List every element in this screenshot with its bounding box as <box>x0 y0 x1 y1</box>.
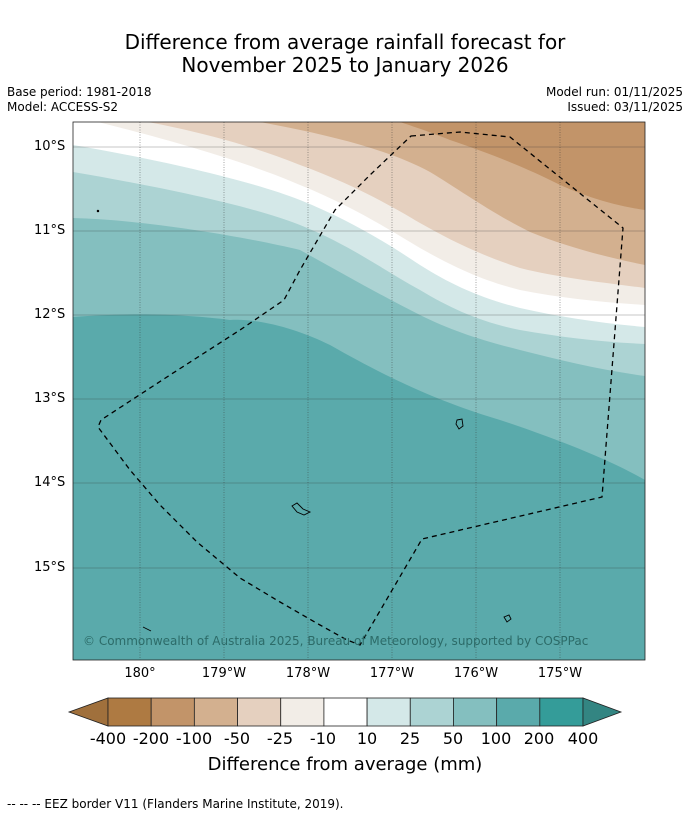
colorbar-tick: -100 <box>175 729 213 748</box>
colorbar-tick: 10 <box>356 729 378 748</box>
copyright-text: © Commonwealth of Australia 2025, Bureau… <box>83 634 589 648</box>
colorbar-box <box>453 697 498 727</box>
colorbar-tick: -200 <box>132 729 170 748</box>
lat-label-11s: 11°S <box>34 223 66 238</box>
rainfall-map <box>73 122 645 660</box>
colorbar-box <box>366 697 411 727</box>
colorbar-title: Difference from average (mm) <box>207 754 483 775</box>
islet-north <box>96 209 100 213</box>
colorbar-box <box>539 697 584 727</box>
base-period-text: Base period: 1981-2018 <box>7 85 152 99</box>
eez-border <box>97 131 624 646</box>
lat-label-15s: 15°S <box>34 560 66 575</box>
lon-label-177w: 177°W <box>369 666 415 681</box>
colorbar-tick: 25 <box>399 729 421 748</box>
eez-legend-note: -- -- -- EEZ border V11 (Flanders Marine… <box>7 797 344 811</box>
title-line-1: Difference from average rainfall forecas… <box>124 30 566 54</box>
colorbar-box <box>193 697 238 727</box>
islands <box>96 209 512 632</box>
colorbar-tick: -25 <box>266 729 294 748</box>
lon-label-179w: 179°W <box>201 666 247 681</box>
meta-right: Model run: 01/11/2025 Issued: 03/11/2025 <box>546 85 683 115</box>
colorbar-tick: 200 <box>523 729 555 748</box>
graticule <box>73 122 645 660</box>
map-frame <box>72 121 646 661</box>
colorbar-tick: -50 <box>223 729 251 748</box>
lat-label-14s: 14°S <box>34 475 66 490</box>
colorbar-box <box>150 697 195 727</box>
colorbar-box <box>237 697 282 727</box>
island-west <box>142 626 152 632</box>
colorbar-tick: 100 <box>480 729 512 748</box>
lon-label-175w: 175°W <box>537 666 583 681</box>
lon-label-176w: 176°W <box>453 666 499 681</box>
colorbar-box <box>496 697 541 727</box>
island-vavau <box>455 418 464 430</box>
title-line-2: November 2025 to January 2026 <box>181 53 509 77</box>
colorbar-tick: 400 <box>567 729 599 748</box>
island-haapai <box>291 502 312 516</box>
model-run-text: Model run: 01/11/2025 <box>545 85 683 99</box>
colorbar-boxes <box>107 697 584 727</box>
model-text: Model: ACCESS-S2 <box>7 100 119 114</box>
lat-label-12s: 12°S <box>34 307 66 322</box>
colorbar <box>67 697 623 727</box>
colorbar-tick: -10 <box>309 729 337 748</box>
band-minus100 <box>400 122 645 210</box>
issued-text: Issued: 03/11/2025 <box>567 100 683 114</box>
colorbar-box <box>323 697 368 727</box>
colorbar-box <box>409 697 454 727</box>
meta-left: Base period: 1981-2018 Model: ACCESS-S2 <box>7 85 152 115</box>
colorbar-arrow-left <box>67 697 109 727</box>
lon-label-178w: 178°W <box>285 666 331 681</box>
colorbar-tick: 50 <box>442 729 464 748</box>
lat-label-10s: 10°S <box>34 139 66 154</box>
chart-title: Difference from average rainfall forecas… <box>0 31 690 77</box>
lon-label-180: 180° <box>124 666 156 681</box>
colorbar-box <box>107 697 152 727</box>
colorbar-box <box>280 697 325 727</box>
colorbar-tick: -400 <box>89 729 127 748</box>
lat-label-13s: 13°S <box>34 391 66 406</box>
colorbar-arrow-right <box>582 697 623 727</box>
island-south <box>503 614 512 623</box>
